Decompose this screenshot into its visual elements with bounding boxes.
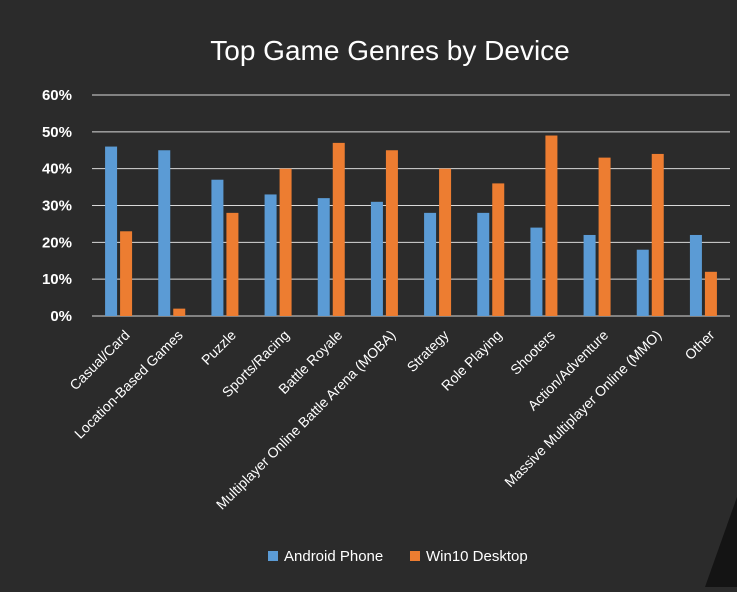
y-tick-label: 60%: [42, 87, 72, 104]
y-tick-label: 30%: [42, 198, 72, 215]
y-tick-label: 20%: [42, 234, 72, 251]
legend-label: Android Phone: [284, 548, 383, 565]
bar-win10-desktop: [279, 168, 292, 316]
y-tick-label: 50%: [42, 124, 72, 141]
bar-win10-desktop: [598, 157, 611, 316]
bar-android-phone: [424, 212, 437, 316]
bar-win10-desktop: [492, 183, 505, 316]
bar-android-phone: [105, 146, 118, 316]
corner-decoration: [705, 497, 737, 587]
y-tick-label: 40%: [42, 161, 72, 178]
y-tick-label: 10%: [42, 271, 72, 288]
bar-android-phone: [317, 198, 330, 316]
x-category-label: Shooters: [507, 327, 558, 378]
bar-win10-desktop: [651, 153, 664, 316]
chart-title: Top Game Genres by Device: [210, 35, 570, 66]
bar-android-phone: [689, 234, 702, 316]
bar-win10-desktop: [226, 212, 239, 316]
bar-android-phone: [530, 227, 543, 316]
x-category-label: Other: [681, 327, 717, 363]
bar-win10-desktop: [545, 135, 558, 316]
bar-android-phone: [370, 201, 383, 316]
bar-android-phone: [583, 234, 596, 316]
legend-swatch: [268, 551, 278, 561]
bar-win10-desktop: [173, 308, 186, 316]
bar-android-phone: [211, 179, 224, 316]
x-category-label: Strategy: [404, 327, 452, 375]
legend-label: Win10 Desktop: [426, 548, 528, 565]
bar-win10-desktop: [385, 150, 398, 316]
bar-android-phone: [636, 249, 649, 316]
bar-win10-desktop: [704, 271, 717, 316]
bar-win10-desktop: [120, 231, 133, 316]
x-category-label: Location-Based Games: [71, 327, 186, 442]
y-tick-label: 0%: [50, 308, 72, 325]
bar-android-phone: [477, 212, 490, 316]
bar-win10-desktop: [439, 168, 452, 316]
bar-android-phone: [158, 150, 171, 316]
bar-android-phone: [264, 194, 277, 316]
x-category-label: Puzzle: [198, 327, 239, 368]
bar-win10-desktop: [332, 142, 345, 316]
legend-swatch: [410, 551, 420, 561]
